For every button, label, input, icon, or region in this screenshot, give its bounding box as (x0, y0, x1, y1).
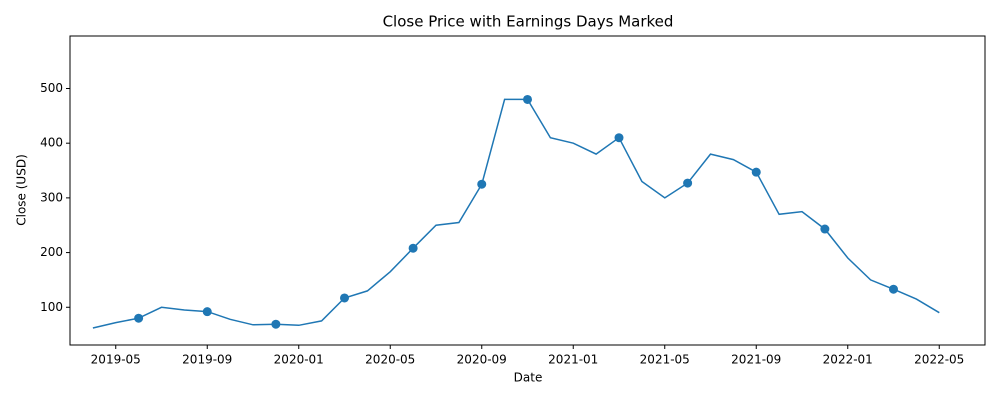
y-axis-label: Close (USD) (15, 154, 29, 226)
earnings-marker (340, 293, 349, 303)
x-tick-label: 2021-05 (640, 353, 690, 367)
earnings-marker (751, 167, 761, 177)
earnings-marker (523, 94, 532, 104)
earnings-marker (202, 307, 212, 317)
earnings-marker (889, 284, 898, 294)
x-axis-label: Date (514, 371, 543, 385)
plot-frame (69, 35, 986, 346)
x-tick-label: 2019-09 (182, 353, 232, 367)
y-tick-label: 200 (40, 245, 63, 259)
chart-title: Close Price with Earnings Days Marked (383, 13, 674, 31)
x-tick-label: 2022-01 (823, 353, 873, 367)
earnings-marker (408, 243, 418, 253)
x-tick-label: 2019-05 (91, 353, 141, 367)
y-tick-label: 400 (40, 136, 63, 150)
x-tick-label: 2021-01 (548, 353, 598, 367)
x-tick-label: 2020-09 (457, 353, 507, 367)
x-tick-label: 2021-09 (731, 353, 781, 367)
x-tick-label: 2020-01 (274, 353, 324, 367)
x-tick-label: 2020-05 (365, 353, 415, 367)
earnings-marker (477, 179, 487, 189)
price-line (92, 98, 940, 329)
earnings-marker (271, 319, 281, 329)
y-tick-label: 100 (40, 300, 63, 314)
x-tick-label: 2022-05 (914, 353, 964, 367)
y-tick-label: 500 (40, 81, 63, 95)
earnings-marker (683, 178, 693, 188)
earnings-marker (614, 133, 624, 143)
earnings-marker (820, 224, 830, 234)
y-tick-label: 300 (40, 190, 63, 204)
earnings-marker (134, 313, 144, 323)
